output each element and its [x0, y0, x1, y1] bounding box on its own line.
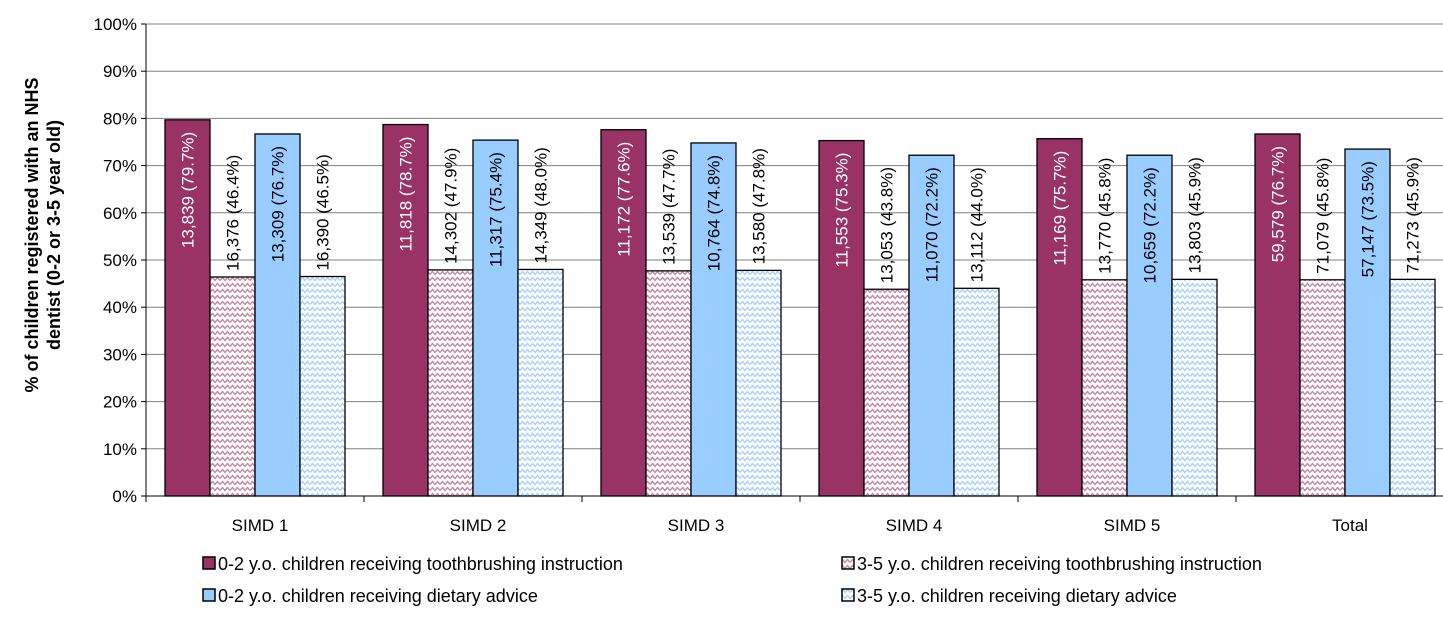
x-axis-categories: SIMD 1 SIMD 2 SIMD 3 SIMD 4 SIMD 5 Total	[232, 516, 1368, 535]
x-category-label: SIMD 3	[668, 516, 725, 535]
bar	[382, 123, 429, 497]
bar-data-label: 14,349 (48.0%)	[532, 147, 551, 263]
bar	[517, 268, 564, 497]
y-axis-title: % of children registered with an NHS dent…	[22, 77, 64, 392]
y-tick-label: 100%	[94, 15, 137, 34]
y-tick-label: 10%	[103, 440, 137, 459]
bar	[1344, 148, 1391, 497]
y-axis-ticks: 0% 10% 20% 30% 40% 50% 60% 70% 80% 90% 100%	[94, 15, 146, 506]
legend-label: 0-2 y.o. children receiving dietary advi…	[218, 586, 538, 606]
bar	[1299, 279, 1346, 497]
bar-data-label: 13,803 (45.9%)	[1186, 157, 1205, 273]
y-tick-label: 40%	[103, 298, 137, 317]
legend-label: 3-5 y.o. children receiving toothbrushin…	[857, 554, 1262, 574]
bar-data-label: 11,169 (75.7%)	[1051, 151, 1070, 266]
bar-data-label: 10,659 (72.2%)	[1141, 167, 1160, 283]
y-tick-label: 20%	[103, 393, 137, 412]
bar	[1254, 133, 1301, 497]
legend-swatch	[841, 556, 855, 570]
bar-data-label: 10,764 (74.8%)	[705, 155, 724, 271]
bar-data-label: 13,309 (76.7%)	[269, 146, 288, 262]
bar-data-label: 11,317 (75.4%)	[487, 152, 506, 267]
bar	[1081, 279, 1128, 497]
bar-data-label: 16,376 (46.4%)	[224, 155, 243, 271]
bar-data-label: 59,579 (76.7%)	[1269, 146, 1288, 262]
legend-swatch	[841, 588, 855, 602]
bar-data-label: 13,539 (47.7%)	[660, 149, 679, 265]
legend-label: 0-2 y.o. children receiving toothbrushin…	[218, 554, 623, 574]
bar-data-label: 13,580 (47.8%)	[750, 148, 769, 264]
y-tick-label: 70%	[103, 157, 137, 176]
bar	[427, 269, 474, 497]
data-labels: 13,839 (79.7%) 16,376 (46.4%) 13,309 (76.7…	[179, 132, 1423, 284]
bar	[953, 287, 1000, 497]
bar	[600, 129, 647, 497]
y-axis-title-line: % of children registered with an NHS	[22, 77, 42, 392]
bars	[164, 119, 1436, 497]
bar	[299, 275, 346, 497]
legend-label: 3-5 y.o. children receiving dietary advi…	[857, 586, 1177, 606]
bar-data-label: 11,070 (72.2%)	[923, 167, 942, 282]
gridlines	[146, 23, 1443, 450]
bar-data-label: 13,839 (79.7%)	[179, 132, 198, 248]
bar	[1389, 278, 1436, 497]
bar-data-label: 11,818 (78.7%)	[397, 137, 416, 252]
bar-data-label: 13,112 (44.0%)	[968, 167, 987, 282]
bar	[472, 139, 519, 497]
bar-data-label: 13,053 (43.8%)	[878, 167, 897, 283]
axes	[145, 24, 1443, 502]
bar	[1171, 278, 1218, 497]
bar	[1036, 138, 1083, 497]
bar-data-label: 57,147 (73.5%)	[1359, 161, 1378, 277]
bar-data-label: 71,273 (45.9%)	[1404, 157, 1423, 273]
bar	[209, 276, 256, 497]
legend: 0-2 y.o. children receiving toothbrushin…	[202, 554, 1262, 606]
x-category-label: SIMD 5	[1104, 516, 1161, 535]
bar-data-label: 14,302 (47.9%)	[442, 148, 461, 264]
bar	[863, 288, 910, 497]
y-tick-label: 30%	[103, 345, 137, 364]
bar	[908, 154, 955, 497]
y-tick-label: 50%	[103, 251, 137, 270]
x-category-label: Total	[1332, 516, 1368, 535]
y-tick-label: 0%	[112, 487, 137, 506]
bar	[735, 269, 782, 497]
bar-data-label: 11,553 (75.3%)	[833, 153, 852, 268]
y-tick-label: 80%	[103, 109, 137, 128]
x-category-label: SIMD 2	[450, 516, 507, 535]
bar-data-label: 71,079 (45.8%)	[1314, 158, 1333, 274]
bar-data-label: 11,172 (77.6%)	[615, 142, 634, 257]
y-axis-title-line: dentist (0-2 or 3-5 year old)	[44, 120, 64, 350]
bar	[645, 270, 692, 497]
bar-data-label: 13,770 (45.8%)	[1096, 158, 1115, 274]
legend-swatch	[202, 556, 216, 570]
x-category-label: SIMD 1	[232, 516, 289, 535]
y-tick-label: 60%	[103, 204, 137, 223]
legend-swatch	[202, 588, 216, 602]
bar-data-label: 16,390 (46.5%)	[314, 154, 333, 270]
x-category-label: SIMD 4	[886, 516, 943, 535]
y-tick-label: 90%	[103, 62, 137, 81]
